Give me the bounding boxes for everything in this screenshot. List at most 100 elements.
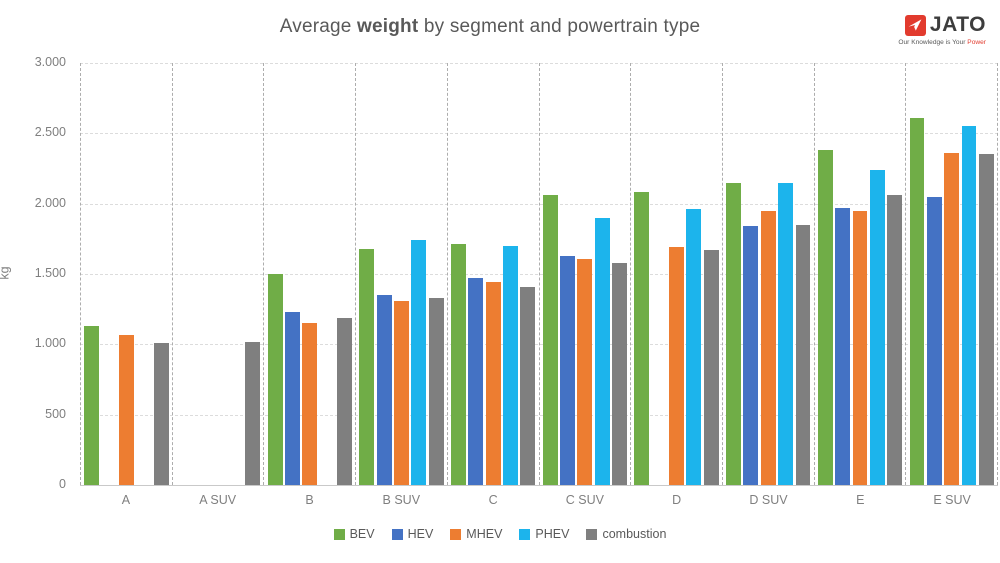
bar-slot (834, 63, 851, 485)
legend-item-bev: BEV (333, 527, 375, 541)
bar-slot (668, 63, 685, 485)
x-axis-label-a: A (121, 493, 131, 507)
y-tick-label: 3.000 (34, 55, 66, 69)
bar-slot (175, 63, 192, 485)
legend-item-mhev: MHEV (450, 527, 502, 541)
bar-slot (519, 63, 536, 485)
legend-swatch-icon (519, 528, 531, 540)
bar-slot (192, 63, 209, 485)
bar-phev-e (869, 169, 885, 485)
bar-combustion-a (153, 342, 169, 485)
bar-slot (576, 63, 593, 485)
bar-mhev-e-suv (944, 153, 960, 485)
bar-mhev-b (302, 323, 318, 485)
bar-slot (851, 63, 868, 485)
jato-logo: JATO Our Knowledge is Your Power (894, 13, 986, 46)
bar-bev-e (817, 150, 833, 485)
x-axis-label-e-suv: E SUV (933, 493, 971, 507)
bar-phev-b-suv (411, 240, 427, 485)
bar-combustion-b (337, 317, 352, 485)
bar-slot (209, 63, 226, 485)
bar-slot (336, 63, 353, 485)
legend-swatch-icon (586, 528, 598, 540)
bar-mhev-a (118, 334, 134, 485)
bar-mhev-c (485, 282, 501, 485)
bar-slot (542, 63, 559, 485)
bar-combustion-c-suv (612, 262, 628, 485)
bar-slot (118, 63, 135, 485)
bar-bev-e-suv (909, 117, 925, 485)
bar-slot (685, 63, 702, 485)
legend-label: BEV (349, 527, 375, 541)
legend-swatch-icon (333, 528, 345, 540)
y-tick-label: 1.500 (34, 266, 66, 280)
chart-title-suffix: by segment and powertrain type (418, 16, 701, 37)
legend-label: PHEV (535, 527, 570, 541)
x-axis-label-c-suv: C SUV (565, 493, 604, 507)
bar-slot (559, 63, 576, 485)
bar-hev-c-suv (560, 255, 575, 485)
bar-combustion-e (887, 195, 903, 485)
bar-slot (651, 63, 668, 485)
bar-bev-d (634, 192, 650, 485)
bar-slot (427, 63, 444, 485)
bar-group-b-suv (355, 63, 447, 485)
bar-phev-e-suv (961, 126, 977, 485)
bar-slot (978, 63, 995, 485)
x-axis-label-c: C (488, 493, 498, 507)
legend-label: HEV (407, 527, 434, 541)
bar-slot (794, 63, 811, 485)
legend-label: MHEV (466, 527, 503, 541)
bar-slot (485, 63, 502, 485)
bar-slot (777, 63, 794, 485)
bar-mhev-b-suv (394, 300, 409, 485)
bar-group-a-suv (171, 63, 264, 485)
bar-slot (318, 63, 335, 485)
bar-phev-c (503, 245, 518, 485)
bar-slot (760, 63, 777, 485)
bar-slot (886, 63, 903, 485)
bar-slot (393, 63, 410, 485)
bar-group-a (80, 63, 172, 485)
jato-tagline: Our Knowledge is Your Power (898, 39, 986, 46)
y-tick-label: 2.000 (34, 195, 66, 210)
bar-hev-e (835, 207, 851, 485)
bar-bev-b-suv (359, 248, 375, 485)
bar-bev-c (451, 244, 466, 485)
bar-mhev-d-suv (760, 210, 776, 485)
bar-slot (611, 63, 628, 485)
bar-mhev-d (669, 247, 685, 485)
y-tick-label: 2.500 (34, 125, 66, 140)
bar-slot (502, 63, 519, 485)
bar-bev-b (267, 274, 283, 485)
bar-combustion-d-suv (795, 224, 811, 485)
plot-area (80, 63, 999, 486)
bar-slot (908, 63, 925, 485)
x-axis-label-b-suv: B SUV (382, 493, 421, 507)
bar-slot (725, 63, 742, 485)
jato-wordmark: JATO (929, 13, 986, 36)
bar-slot (358, 63, 375, 485)
bar-slot (83, 63, 100, 485)
bar-slot (152, 63, 169, 485)
bar-bev-a (84, 326, 100, 485)
bar-slot (869, 63, 886, 485)
bar-slot (594, 63, 611, 485)
y-tick-label: 500 (45, 406, 66, 421)
gridline-0 (80, 485, 998, 486)
legend-label: combustion (602, 527, 667, 541)
bar-slot (742, 63, 759, 485)
bar-phev-c-suv (594, 217, 610, 485)
bar-groups-layer (80, 63, 999, 485)
x-axis-label-d: D (672, 493, 682, 507)
bar-slot (100, 63, 117, 485)
bar-combustion-b-suv (428, 297, 444, 485)
bar-combustion-c (520, 286, 536, 485)
bar-group-e (813, 63, 906, 485)
bar-group-d (630, 63, 722, 485)
bar-slot (135, 63, 152, 485)
chart-title: Average weight by segment and powertrain… (0, 16, 980, 38)
bar-slot (244, 63, 261, 485)
bar-hev-d-suv (743, 226, 759, 485)
bar-slot (633, 63, 650, 485)
